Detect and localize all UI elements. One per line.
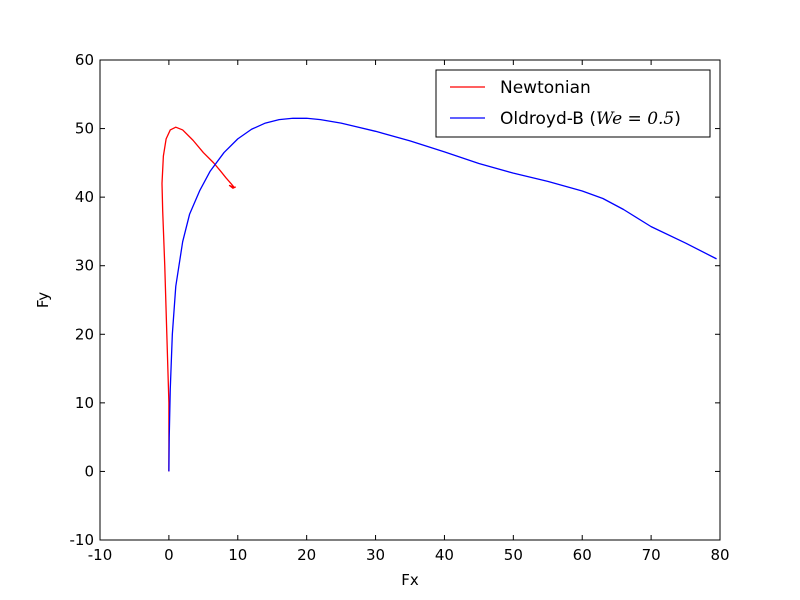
- legend-label-oldroyd-b-prefix: Oldroyd-B (: [500, 109, 596, 129]
- y-tick-label: -10: [70, 531, 95, 549]
- legend: Newtonian Oldroyd-B (We = 0.5): [435, 69, 711, 138]
- legend-label-oldroyd-b-suffix: ): [674, 109, 681, 129]
- ticks-layer: -10 0 10 20 30 40 50 60 70 80 -10 0 10 20 30 40 50 60: [70, 51, 730, 564]
- x-tick-label: 30: [366, 546, 385, 564]
- x-tick-label: 40: [435, 546, 454, 564]
- y-tick-label: 60: [75, 51, 94, 69]
- x-tick-label: 80: [710, 546, 729, 564]
- x-tick-label: -10: [88, 546, 113, 564]
- series-line-oldroyd-b: [168, 117, 717, 472]
- series-layer: [161, 117, 717, 472]
- x-axis-label: Fx: [401, 571, 419, 589]
- x-tick-label: 70: [642, 546, 661, 564]
- legend-box: [435, 69, 711, 138]
- y-tick-label: 20: [75, 325, 94, 343]
- x-tick-label: 10: [228, 546, 247, 564]
- legend-label-newtonian: Newtonian: [500, 78, 591, 98]
- x-tick-label: 20: [297, 546, 316, 564]
- y-tick-label: 40: [75, 188, 94, 206]
- x-tick-label: 60: [573, 546, 592, 564]
- x-tick-label: 50: [504, 546, 523, 564]
- y-tick-label: 50: [75, 120, 94, 138]
- series-line-newtonian: [161, 126, 236, 472]
- x-tick-label: 0: [164, 546, 174, 564]
- legend-label-oldroyd-b-math: We = 0.5: [596, 109, 674, 129]
- y-axis-label: Fy: [34, 292, 52, 308]
- legend-label-oldroyd-b: Oldroyd-B (We = 0.5): [500, 109, 681, 129]
- y-tick-label: 30: [75, 257, 94, 275]
- plot-frame: [99, 59, 721, 541]
- y-tick-label: 0: [84, 462, 94, 480]
- y-tick-label: 10: [75, 394, 94, 412]
